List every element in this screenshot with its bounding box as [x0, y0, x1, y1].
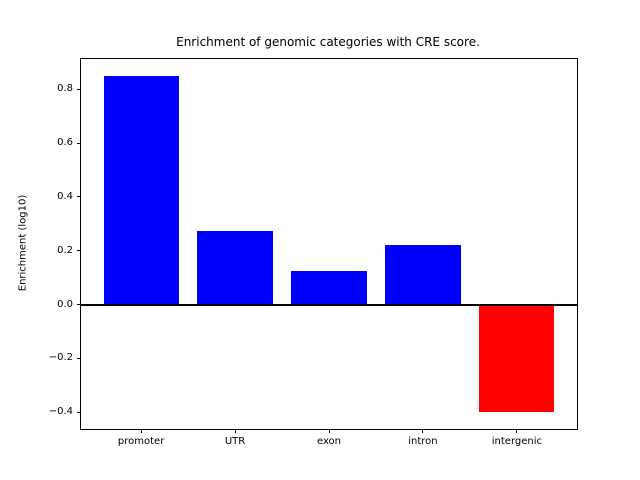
y-tick-label: 0.0	[57, 298, 73, 310]
bar-UTR	[197, 230, 273, 305]
y-axis-label: Enrichment (log10)	[17, 194, 29, 292]
x-tick-label-intron: intron	[408, 436, 438, 447]
y-tick-label: −0.2	[48, 352, 73, 364]
bar-promoter	[103, 75, 179, 305]
y-tick	[77, 357, 81, 359]
bar-intergenic	[479, 304, 555, 413]
y-tick	[77, 411, 81, 413]
bar-intron	[385, 245, 461, 305]
x-tick-label-intergenic: intergenic	[491, 436, 542, 447]
y-tick	[77, 304, 81, 306]
y-tick-label: 0.6	[57, 137, 73, 149]
x-tick	[328, 429, 330, 433]
x-tick-label-exon: exon	[316, 436, 342, 447]
x-tick	[422, 429, 424, 433]
y-tick	[77, 142, 81, 144]
x-tick	[516, 429, 518, 433]
bar-exon	[291, 270, 367, 305]
zero-line	[81, 303, 577, 306]
y-tick	[77, 196, 81, 198]
chart-title: Enrichment of genomic categories with CR…	[176, 35, 480, 49]
y-tick-label: 0.8	[57, 83, 73, 95]
x-tick	[140, 429, 142, 433]
plot-area: −0.4 −0.2 0.0 0.2 0.4 0.6 0.8 promoter UTR exon in…	[49, 58, 578, 447]
y-tick	[77, 88, 81, 90]
y-tick-label: 0.2	[57, 244, 73, 256]
y-tick-label: −0.4	[48, 406, 73, 418]
x-tick-label-UTR: UTR	[224, 436, 246, 447]
x-tick	[234, 429, 236, 433]
x-tick-label-promoter: promoter	[117, 436, 165, 447]
y-tick	[77, 250, 81, 252]
y-tick-label: 0.4	[57, 190, 73, 202]
